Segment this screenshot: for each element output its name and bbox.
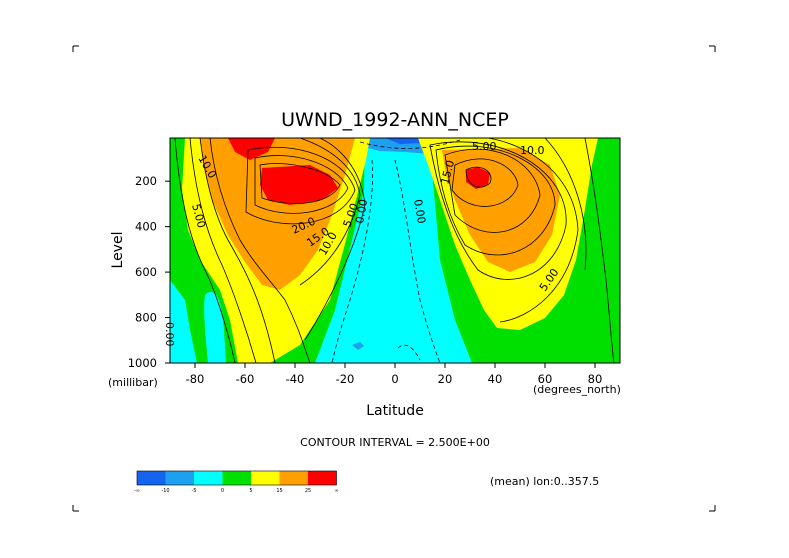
mean-lon-note: (mean) lon:0..357.5	[490, 475, 599, 488]
colorbar-swatch	[137, 471, 166, 485]
y-tick-label: 200	[135, 174, 157, 188]
x-tick-label: 0	[391, 372, 398, 386]
x-tick-label: -40	[286, 372, 305, 386]
x-axis: -80 -60 -40 -20 0 20 40 60 80	[186, 363, 603, 386]
y-tick-label: 600	[135, 265, 157, 279]
fill-band-neg5-0	[315, 138, 472, 363]
contour-line	[451, 158, 519, 207]
colorbar-swatch	[194, 471, 223, 485]
colorbar-tick-label: -10	[161, 488, 169, 494]
contour-line	[209, 138, 311, 363]
x-tick-label: -60	[236, 372, 255, 386]
contour-label: 0.00	[411, 198, 428, 224]
contour-label: 5.00	[472, 140, 497, 153]
colorbar-swatch	[165, 471, 194, 485]
contour-line	[199, 138, 276, 363]
colorbar-swatch	[308, 471, 337, 485]
contour-line	[359, 139, 461, 149]
contour-line	[394, 159, 441, 363]
colorbar-swatch	[279, 471, 308, 485]
contour-line	[304, 138, 366, 341]
contour-line	[584, 138, 615, 363]
contour-line	[259, 163, 341, 204]
colorbar-tick-label: 0	[221, 488, 224, 494]
colorbar-tick-label: -5	[192, 488, 197, 494]
chart-title: UWND_1992-ANN_NCEP	[281, 109, 509, 131]
x-axis-label: Latitude	[366, 403, 424, 419]
contour-line	[245, 146, 356, 225]
contour-interval-label: CONTOUR INTERVAL = 2.500E+00	[300, 436, 490, 449]
x-tick-label: 80	[588, 372, 603, 386]
y-axis: 200 400 600 800 1000	[128, 174, 170, 370]
colorbar-tick-label: -∞	[134, 488, 140, 494]
fill-band-above-25	[466, 167, 490, 189]
crop-mark-top-right	[709, 45, 716, 52]
x-tick-label: 40	[488, 372, 503, 386]
contour-field	[170, 138, 620, 363]
fill-band-above-25	[260, 165, 338, 205]
contour-line	[189, 138, 257, 363]
contour-line	[429, 141, 567, 280]
contour-line	[174, 138, 236, 363]
x-tick-label: -80	[186, 372, 205, 386]
contour-line	[435, 145, 556, 256]
x-tick-label: 60	[538, 372, 553, 386]
crop-mark-bottom-left	[72, 505, 79, 512]
colorbar-tick-label: 5	[249, 488, 252, 494]
x-tick-label: -20	[336, 372, 355, 386]
contour-label: 15.0	[438, 159, 457, 186]
x-unit-label: (degrees_north)	[533, 383, 621, 396]
y-tick-label: 1000	[128, 356, 157, 370]
fill-band-neg10-neg5	[352, 342, 364, 350]
contour-line	[331, 159, 373, 363]
colorbar: -∞ -10 -5 0 5 15 25 ∞	[134, 470, 339, 494]
crop-marks	[72, 45, 716, 512]
colorbar-swatch	[222, 471, 251, 485]
colorbar-tick-label: 15	[276, 488, 282, 494]
colorbar-swatch	[251, 471, 280, 485]
contour-line	[254, 155, 349, 214]
crop-mark-top-left	[72, 45, 79, 52]
contour-line	[465, 166, 492, 188]
x-tick-label: 20	[438, 372, 453, 386]
crop-mark-bottom-right	[709, 505, 716, 512]
y-tick-label: 400	[135, 220, 157, 234]
contour-line	[444, 148, 541, 233]
colorbar-frame	[136, 470, 337, 486]
contour-lines	[174, 138, 615, 363]
contour-label: 0.00	[353, 198, 370, 224]
colorbar-tick-label: 25	[305, 488, 311, 494]
contour-line	[397, 344, 421, 361]
contour-line	[487, 138, 579, 323]
contour-label: 10.0	[520, 144, 545, 157]
y-axis-label: Level	[110, 232, 126, 269]
contour-line	[299, 138, 361, 286]
colorbar-tick-label: ∞	[334, 488, 338, 494]
y-unit-label: (millibar)	[108, 376, 158, 389]
y-tick-label: 800	[135, 311, 157, 325]
contour-label: 5.00	[189, 202, 208, 229]
contour-line	[544, 138, 587, 271]
fill-band-neg5-0	[170, 280, 197, 363]
